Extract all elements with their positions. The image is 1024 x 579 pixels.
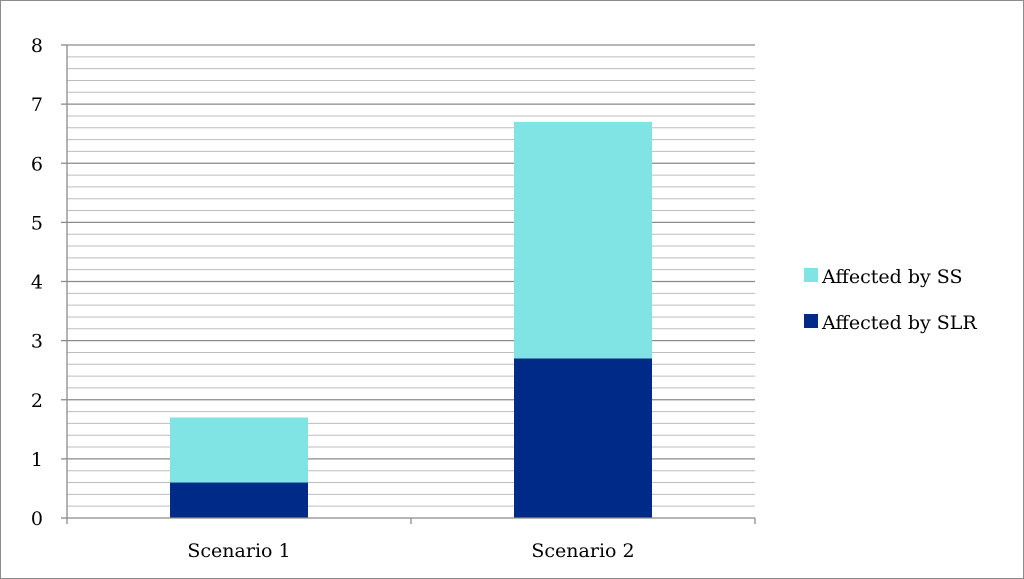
y-tick-label: 5 <box>31 212 43 234</box>
bar-segment <box>170 482 308 518</box>
y-tick-label: 7 <box>31 94 43 116</box>
y-tick-label: 3 <box>31 331 43 353</box>
legend-label: Affected by SLR <box>821 312 977 334</box>
y-tick-label: 6 <box>31 153 43 175</box>
y-tick-label: 0 <box>31 508 43 530</box>
bar-segment <box>514 121 652 359</box>
bar-segment <box>170 417 308 483</box>
y-tick-label: 8 <box>31 35 43 57</box>
y-tick-labels: 0 1 2 3 4 5 6 7 8 <box>31 35 43 530</box>
x-category-label: Scenario 2 <box>531 540 634 562</box>
bar-segment <box>514 358 652 518</box>
x-category-label: Scenario 1 <box>187 540 290 562</box>
axes <box>61 44 756 524</box>
bars <box>170 121 652 518</box>
legend: Affected by SS Affected by SLR <box>804 266 977 334</box>
x-category-labels: Scenario 1 Scenario 2 <box>187 540 634 562</box>
legend-label: Affected by SS <box>821 266 963 288</box>
legend-swatch <box>804 268 818 282</box>
legend-swatch <box>804 314 818 328</box>
y-tick-label: 4 <box>31 272 43 294</box>
y-tick-label: 2 <box>31 390 43 412</box>
y-tick-label: 1 <box>31 449 43 471</box>
